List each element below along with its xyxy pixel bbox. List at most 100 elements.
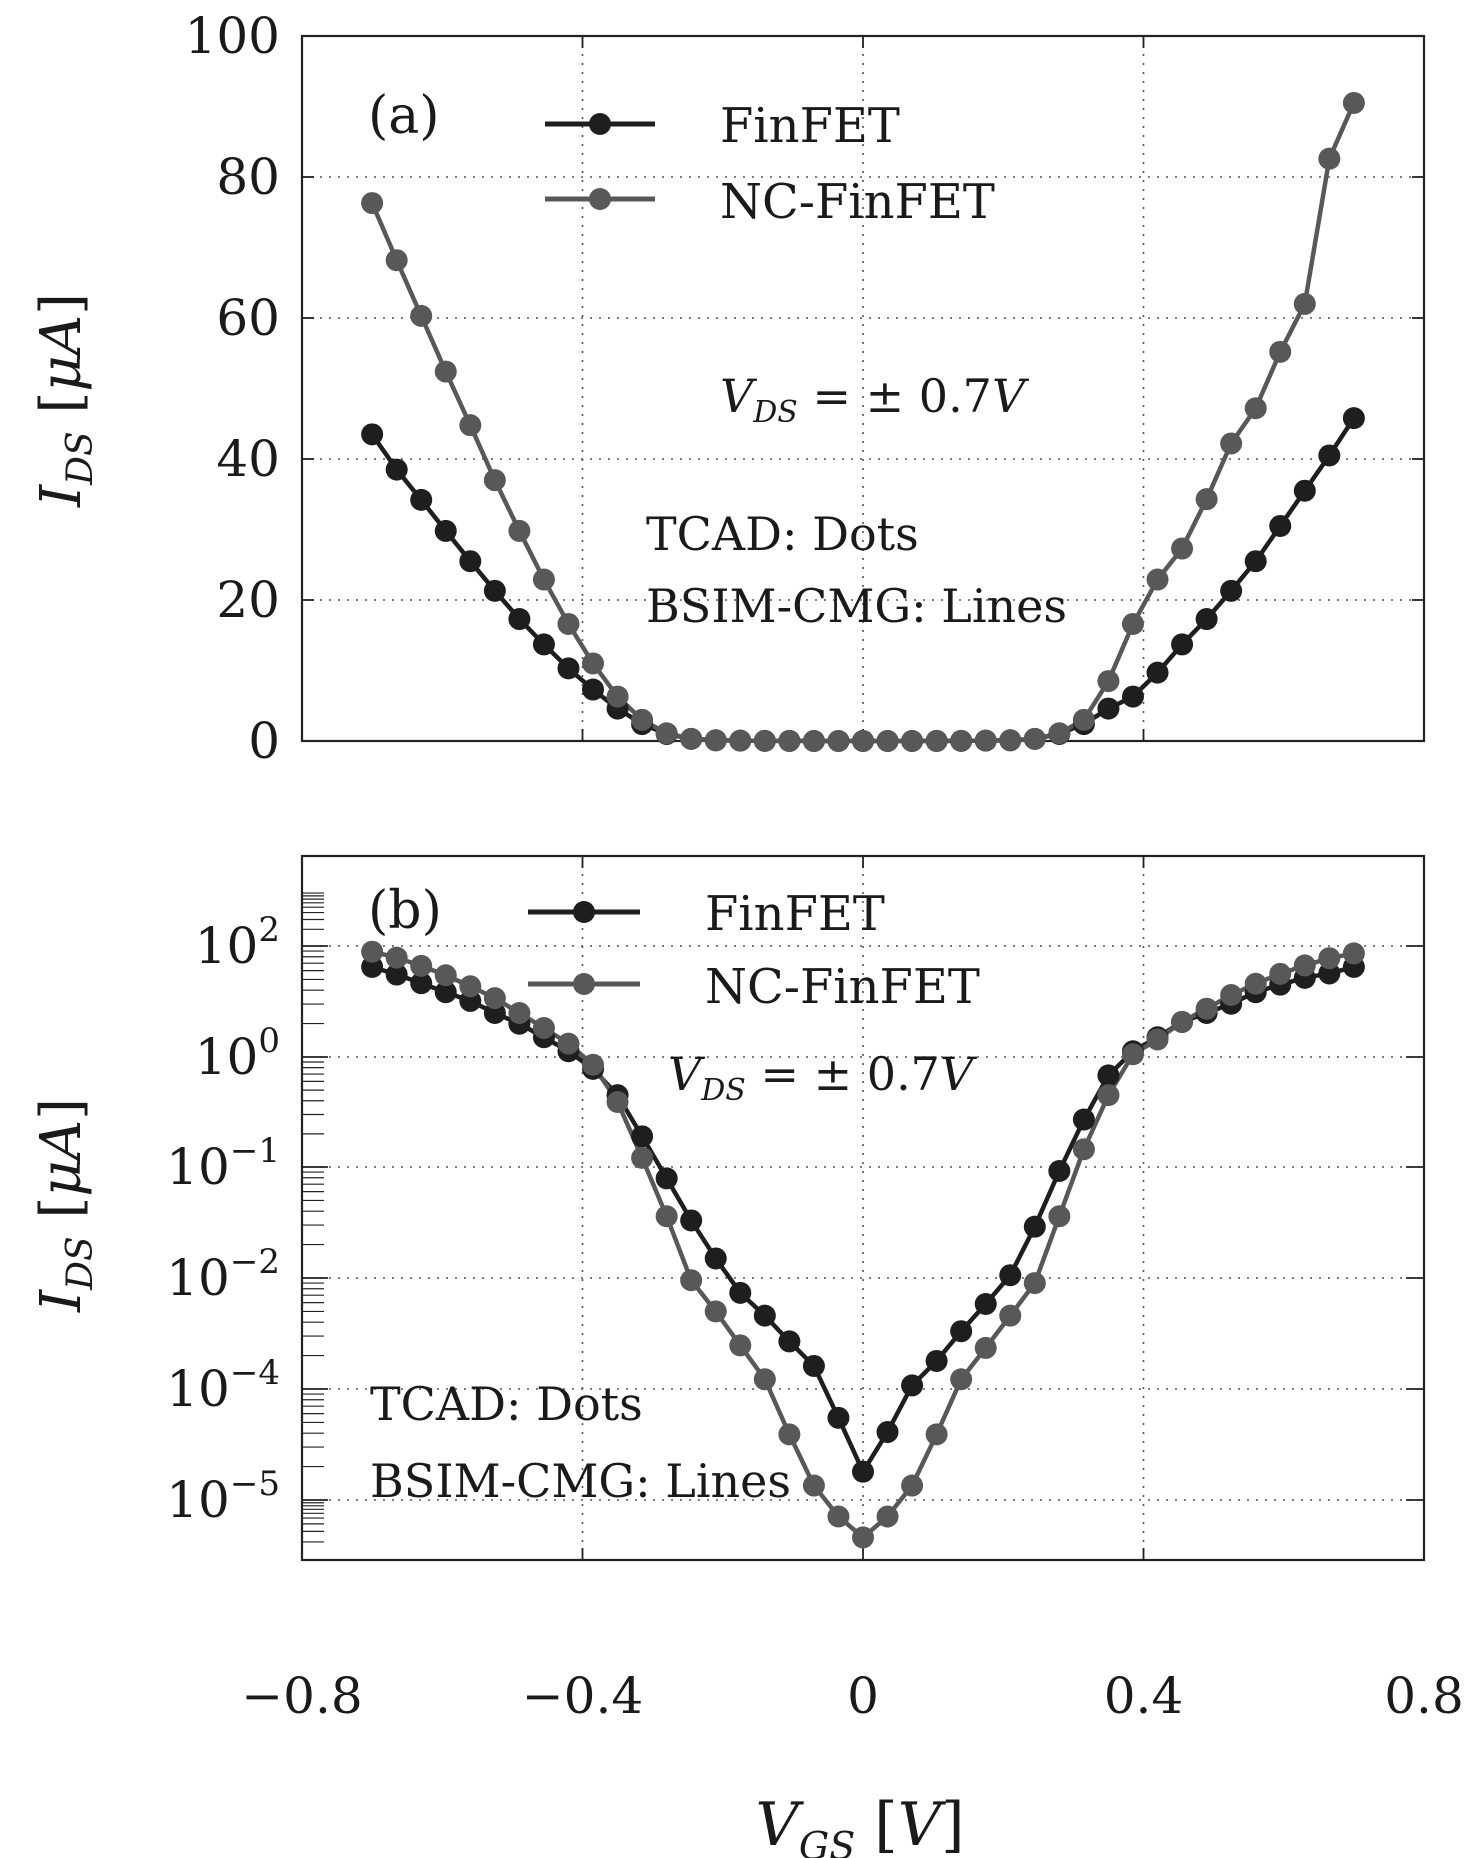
panel-b-dot-ncfinfet [1220, 983, 1243, 1006]
panel-b-ticks [301, 856, 1425, 1560]
panel-b-legend: FinFET NC-FinFET [528, 886, 980, 1015]
panel-b-dot-ncfinfet [1244, 972, 1267, 995]
panel-a-y-axis-label: IDS [μA] [29, 293, 101, 508]
panel-a-dot-ncfinfet [876, 730, 899, 752]
panel-a-dot-ncfinfet [827, 730, 850, 752]
panel-b-y-axis-label: IDS [μA] [29, 1098, 101, 1313]
panel-b-dot-ncfinfet [950, 1368, 973, 1391]
legend-b-swatch-ncfinfet [528, 973, 640, 995]
panel-b-dot-finfet [1318, 962, 1341, 985]
panel-a-dot-ncfinfet [974, 729, 997, 752]
panel-a-y-tick-label: 40 [216, 430, 280, 488]
panel-a-dot-finfet [1195, 608, 1218, 631]
panel-a-dot-ncfinfet [557, 612, 580, 635]
legend-b-label-ncfinfet: NC-FinFET [705, 959, 980, 1015]
panel-a-dot-ncfinfet [1220, 432, 1243, 455]
x-tick-labels: −0.8 −0.4 0 0.4 0.8 [241, 1667, 1463, 1725]
panel-b-dot-finfet [925, 1349, 948, 1372]
panel-a-dot-finfet [1121, 685, 1144, 708]
panel-a-chart: 0 20 40 60 80 100 (a) FinFET NC-FinFET VDS = … [29, 7, 1426, 770]
panel-b-dot-finfet [631, 1125, 654, 1148]
panel-b-dot-ncfinfet [1072, 1138, 1095, 1161]
panel-b-dot-ncfinfet [974, 1336, 997, 1359]
panel-a-dot-finfet [1269, 514, 1292, 537]
panel-a-legend: FinFET NC-FinFET [545, 98, 995, 230]
panel-a-dot-ncfinfet [1244, 397, 1267, 420]
legend-swatch-finfet [545, 113, 655, 135]
panel-b-dot-finfet [704, 1247, 727, 1270]
panel-a-dot-ncfinfet [802, 730, 825, 752]
panel-a-tcad-dots [361, 91, 1365, 752]
panel-b-dot-finfet [974, 1293, 997, 1316]
panel-a-bsim-annotation: BSIM-CMG: Lines [646, 579, 1067, 633]
panel-b-dot-ncfinfet [483, 987, 506, 1010]
panel-b-dot-ncfinfet [1171, 1010, 1194, 1033]
panel-b-dot-ncfinfet [1195, 997, 1218, 1020]
panel-b-dot-ncfinfet [729, 1334, 752, 1357]
panel-a-dot-ncfinfet [434, 360, 457, 383]
panel-a-dot-ncfinfet [385, 249, 408, 272]
panel-b-label: (b) [368, 881, 442, 941]
panel-a-dot-ncfinfet [1072, 708, 1095, 731]
legend-label-finfet: FinFET [720, 98, 900, 154]
panel-a-dot-ncfinfet [1097, 670, 1120, 693]
panel-a-dot-finfet [532, 633, 555, 656]
panel-a-grid [302, 36, 1424, 741]
panel-b-tcad-annotation: TCAD: Dots [370, 1377, 643, 1431]
panel-a-dot-ncfinfet [1171, 537, 1194, 560]
panel-a-dot-finfet [1220, 579, 1243, 602]
x-tick-label: 0 [847, 1667, 879, 1725]
panel-a-dot-ncfinfet [753, 729, 776, 752]
panel-b-dot-finfet [361, 955, 384, 978]
panel-a-dot-finfet [459, 550, 482, 573]
panel-a-dot-ncfinfet [1048, 722, 1071, 745]
panel-b-dot-finfet [778, 1330, 801, 1353]
panel-b-dot-ncfinfet [532, 1017, 555, 1040]
panel-b-dot-ncfinfet [582, 1053, 605, 1076]
panel-b-chart: 102 100 10−1 10−2 10−4 10−5 (b) FinFET NC-Fin… [29, 854, 1426, 1562]
panel-b-dot-finfet [729, 1281, 752, 1304]
panel-a-dot-finfet [1146, 661, 1169, 684]
panel-b-dot-ncfinfet [827, 1505, 850, 1528]
panel-b-dot-ncfinfet [655, 1205, 678, 1228]
panel-a-dot-ncfinfet [1146, 568, 1169, 591]
panel-b-y-tick-labels: 102 100 10−1 10−2 10−4 10−5 [166, 910, 280, 1529]
panel-b-dot-finfet [852, 1460, 874, 1483]
panel-a-dot-ncfinfet [852, 730, 874, 752]
panel-a-dot-ncfinfet [606, 685, 629, 708]
panel-a-y-tick-label: 20 [216, 571, 280, 629]
panel-a-dot-finfet [1342, 407, 1365, 430]
panel-b-dot-ncfinfet [901, 1474, 924, 1497]
panel-b-y-tick-label: 10−1 [166, 1131, 280, 1196]
panel-a-dot-ncfinfet [410, 304, 433, 327]
panel-b-dot-ncfinfet [704, 1300, 727, 1323]
x-tick-label: −0.4 [522, 1667, 643, 1725]
panel-a-dot-ncfinfet [778, 729, 801, 752]
panel-b-dot-finfet [655, 1167, 678, 1190]
panel-a-dot-finfet [1293, 479, 1316, 502]
panel-b-dot-ncfinfet [410, 954, 433, 977]
panel-a-dot-finfet [483, 579, 506, 602]
legend-b-label-finfet: FinFET [705, 886, 885, 942]
panel-a-y-tick-label: 100 [185, 7, 280, 65]
panel-a-dot-ncfinfet [1293, 292, 1316, 315]
panel-a-dot-ncfinfet [704, 729, 727, 752]
panel-b-dot-ncfinfet [1269, 962, 1292, 985]
panel-b-dot-finfet [1023, 1215, 1046, 1238]
panel-b-dot-ncfinfet [876, 1505, 899, 1528]
panel-b-dot-ncfinfet [1293, 954, 1316, 977]
panel-b-dot-finfet [434, 981, 457, 1004]
panel-a-dot-ncfinfet [1318, 147, 1341, 170]
panel-a-dot-ncfinfet [582, 652, 605, 675]
panel-a-dot-ncfinfet [999, 729, 1022, 752]
panel-b-y-tick-label: 10−4 [166, 1353, 280, 1418]
panel-a-dot-ncfinfet [631, 708, 654, 731]
panel-b-dot-finfet [753, 1304, 776, 1327]
panel-b-dot-finfet [385, 963, 408, 986]
panel-b-dot-finfet [1072, 1108, 1095, 1131]
panel-a-dot-ncfinfet [361, 192, 384, 215]
panel-b-dot-ncfinfet [1146, 1028, 1169, 1051]
panel-b-dot-finfet [827, 1406, 850, 1429]
panel-a-dot-ncfinfet [532, 568, 555, 591]
panel-b-dot-ncfinfet [753, 1368, 776, 1391]
